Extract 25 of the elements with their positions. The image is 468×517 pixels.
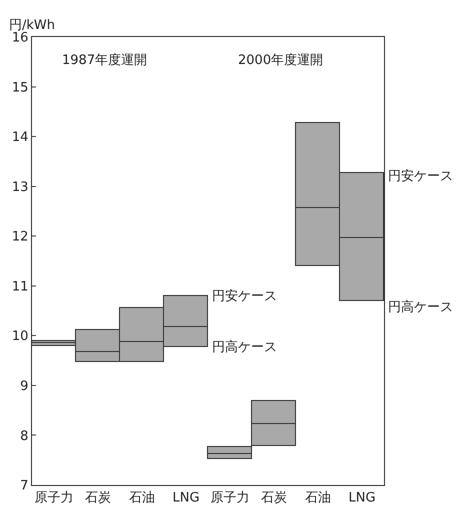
text: 円高ケース	[388, 299, 453, 315]
y-tick-label: 10	[12, 329, 28, 344]
y-tick-label: 16	[12, 30, 28, 46]
annotation: 円安ケース	[212, 288, 277, 304]
y-tick-label: 13	[12, 180, 28, 195]
y-tick-label: 12	[12, 230, 28, 245]
annotation: 円高ケース	[212, 339, 277, 355]
y-tick-label: 7	[20, 478, 28, 494]
x-tick-label: 石炭	[85, 490, 111, 506]
x-tick-label: 石油	[305, 490, 331, 506]
y-tick-label: 14	[12, 130, 28, 146]
annotation: 2000年度運開	[238, 52, 324, 68]
x-tick-label: LNG	[348, 490, 376, 506]
x-tick-label: 原子力	[34, 490, 74, 506]
x-tick-label: LNG	[172, 490, 200, 506]
y-tick-label: 11	[12, 279, 28, 294]
y-tick-label: 9	[20, 378, 28, 394]
annotation: 1987年度運開	[62, 52, 148, 68]
y-tick-label: 15	[12, 80, 28, 96]
y-axis-title: 円/kWh	[9, 18, 56, 33]
x-tick-label: 石炭	[261, 490, 287, 506]
text: 円安ケース	[388, 168, 453, 184]
x-tick-label: 石油	[129, 490, 155, 506]
y-tick-label: 8	[20, 428, 28, 444]
x-tick-label: 原子力	[210, 490, 250, 506]
